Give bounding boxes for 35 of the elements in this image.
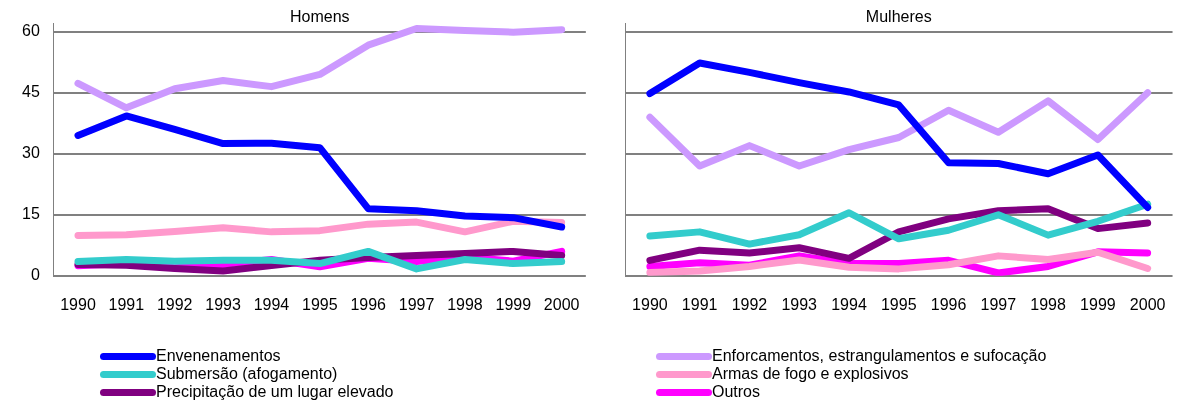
x-tick-label: 1990: [60, 295, 96, 313]
y-tick-label: 15: [22, 205, 40, 223]
x-tick-label: 2000: [1129, 295, 1166, 313]
x-tick-label: 1995: [880, 295, 917, 313]
y-tick-label: 0: [30, 266, 40, 284]
x-tick-label: 1992: [731, 295, 768, 313]
x-tick-label: 1990: [632, 295, 668, 313]
legend-label: Outros: [712, 383, 761, 401]
x-tick-label: 1994: [831, 295, 867, 313]
x-tick-label: 1999: [1080, 295, 1116, 313]
x-tick-label: 1997: [398, 295, 435, 313]
x-tick-label: 1991: [108, 295, 145, 313]
y-tick-label: 60: [22, 22, 40, 40]
x-tick-label: 1995: [302, 295, 338, 313]
x-tick-label: 1992: [156, 295, 193, 313]
x-tick-label: 1998: [1030, 295, 1066, 313]
y-tick-label: 45: [22, 83, 40, 101]
chart-title: Homens: [290, 8, 350, 26]
x-tick-label: 1993: [205, 295, 241, 313]
legend-label: Precipitação de um lugar elevado: [156, 383, 394, 401]
chart-title: Mulheres: [865, 8, 932, 26]
y-tick-label: 30: [22, 144, 40, 162]
x-tick-label: 1994: [253, 295, 290, 313]
legend-label: Submersão (afogamento): [156, 365, 338, 383]
legend-label: Envenenamentos: [156, 347, 281, 365]
legend-label: Armas de fogo e explosivos: [712, 365, 909, 383]
x-tick-label: 1998: [447, 295, 483, 313]
x-tick-label: 1996: [350, 295, 387, 313]
x-tick-label: 1996: [930, 295, 967, 313]
x-tick-label: 1991: [681, 295, 718, 313]
x-tick-label: 1993: [781, 295, 818, 313]
legend-label: Enforcamentos, estrangulamentos e sufocação: [712, 347, 1047, 365]
x-tick-label: 1997: [980, 295, 1017, 313]
x-tick-label: 1999: [495, 295, 532, 313]
x-tick-label: 2000: [543, 295, 580, 313]
